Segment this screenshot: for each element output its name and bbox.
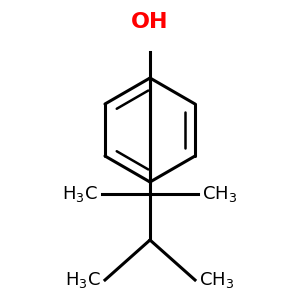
- Text: $\mathsf{CH_3}$: $\mathsf{CH_3}$: [199, 270, 234, 290]
- Text: $\mathsf{CH_3}$: $\mathsf{CH_3}$: [202, 184, 237, 204]
- Text: OH: OH: [131, 12, 169, 32]
- Text: $\mathsf{H_3C}$: $\mathsf{H_3C}$: [65, 270, 101, 290]
- Text: $\mathsf{H_3C}$: $\mathsf{H_3C}$: [62, 184, 98, 204]
